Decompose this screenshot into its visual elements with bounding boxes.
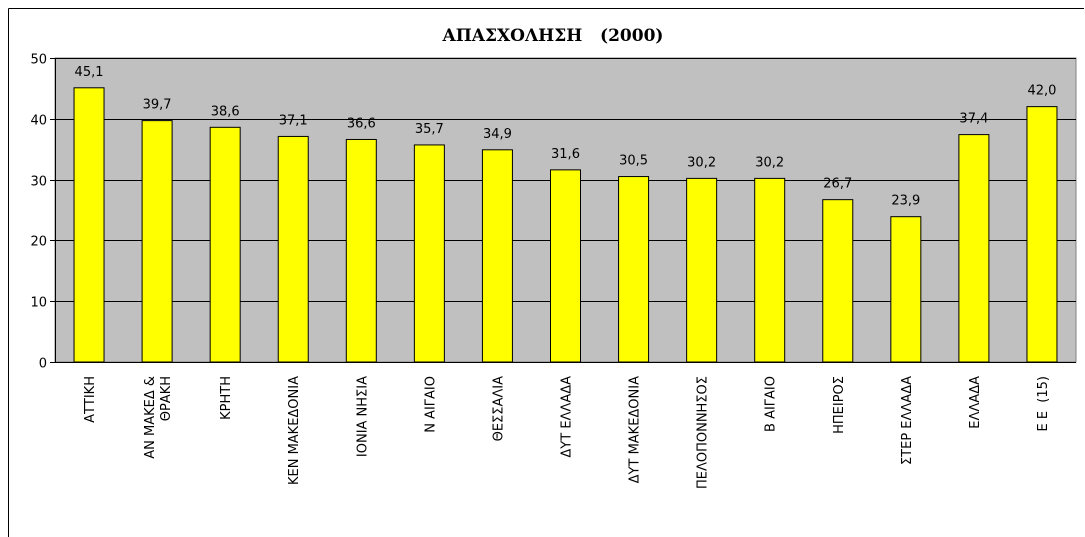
category-label: ΚΕΝ ΜΑΚΕΔΟΝΙΑ [287, 376, 302, 485]
data-labels: 45,1 39,7 38,6 37,1 36,6 35,7 34,9 31,6 30,5 30,2… [75, 65, 1057, 209]
data-label: 23,9 [891, 194, 920, 209]
category-label-line: Ν ΑΙΓΑΙΟ [423, 376, 438, 433]
category-label-line: ΘΕΣΣΑΛΙΑ [491, 376, 506, 441]
category-label: Ε Ε (15) [1036, 376, 1051, 432]
bar [1026, 106, 1058, 363]
bar [73, 87, 105, 363]
bars [73, 87, 1058, 363]
bar [481, 149, 513, 363]
data-label: 38,6 [211, 104, 240, 119]
category-label: Ν ΑΙΓΑΙΟ [423, 376, 438, 433]
category-label: ΚΡΗΤΗ [219, 376, 234, 420]
category-label: Β ΑΙΓΑΙΟ [764, 376, 779, 432]
y-tick-label: 20 [30, 235, 47, 250]
category-label-line: ΚΡΗΤΗ [219, 376, 234, 420]
data-label: 30,2 [687, 155, 716, 170]
category-label: ΗΠΕΙΡΟΣ [832, 376, 847, 434]
category-label: ΑΝ ΜΑΚΕΔ & ΘΡΑΚΗ [143, 376, 174, 459]
data-label: 31,6 [551, 147, 580, 162]
category-label-line: ΚΕΝ ΜΑΚΕΔΟΝΙΑ [287, 376, 302, 485]
bar [754, 177, 786, 363]
data-label: 34,9 [483, 127, 512, 142]
category-label-line: ΙΟΝΙΑ ΝΗΣΙΑ [355, 376, 370, 457]
category-label-line: ΗΠΕΙΡΟΣ [832, 376, 847, 434]
bar [618, 176, 650, 363]
bar [141, 120, 173, 363]
chart-title: ΑΠΑΣΧΟΛΗΣΗ (2000) [442, 26, 664, 46]
category-label: ΑΤΤΙΚΗ [83, 376, 98, 423]
category-label-line: Ε Ε (15) [1036, 376, 1051, 432]
data-label: 35,7 [415, 122, 444, 137]
y-tick-label: 0 [39, 357, 47, 372]
category-label-line: ΣΤΕΡ ΕΛΛΑΔΑ [900, 376, 915, 465]
category-label-line: ΘΡΑΚΗ [159, 376, 174, 421]
bar [822, 199, 854, 363]
data-label: 39,7 [143, 98, 172, 113]
bar [890, 216, 922, 363]
data-label: 30,2 [755, 155, 784, 170]
bar [209, 126, 241, 363]
category-label-line: Β ΑΙΓΑΙΟ [764, 376, 779, 432]
bar [686, 177, 718, 363]
data-label: 26,7 [823, 177, 852, 192]
y-tick-label: 40 [30, 114, 47, 129]
category-label: ΙΟΝΙΑ ΝΗΣΙΑ [355, 376, 370, 457]
y-tick-label: 30 [30, 175, 47, 190]
bar [550, 169, 581, 363]
data-label: 30,5 [619, 154, 648, 169]
data-label: 37,1 [279, 113, 308, 128]
category-label: ΔΥΤ ΕΛΛΑΔΑ [560, 376, 575, 458]
data-label: 36,6 [347, 116, 376, 131]
bar [277, 135, 309, 363]
category-label: ΕΛΛΑΔΑ [968, 376, 983, 429]
y-tick-label: 10 [30, 296, 47, 311]
category-label: ΠΕΛΟΠΟΝΝΗΣΟΣ [696, 376, 711, 489]
category-label-line: ΔΥΤ ΜΑΚΕΔΟΝΙΑ [628, 376, 643, 483]
category-label: ΘΕΣΣΑΛΙΑ [491, 376, 506, 441]
bar [413, 144, 445, 363]
category-label-line: ΑΝ ΜΑΚΕΔ & [143, 376, 158, 459]
data-label: 45,1 [75, 65, 104, 80]
category-label-line: ΕΛΛΑΔΑ [968, 376, 983, 429]
bar [345, 138, 377, 363]
bar [958, 134, 990, 363]
category-label-line: ΠΕΛΟΠΟΝΝΗΣΟΣ [696, 376, 711, 489]
category-label: ΣΤΕΡ ΕΛΛΑΔΑ [900, 376, 915, 465]
category-label-line: ΔΥΤ ΕΛΛΑΔΑ [560, 376, 575, 458]
y-tick-label: 50 [30, 53, 47, 68]
data-label: 37,4 [959, 112, 988, 127]
data-label: 42,0 [1027, 84, 1056, 99]
category-labels: ΑΤΤΙΚΗ ΑΝ ΜΑΚΕΔ & ΘΡΑΚΗ ΚΡΗΤΗ ΚΕΝ ΜΑΚΕΔΟΝΙΑ Ι… [83, 376, 1051, 489]
category-label-line: ΑΤΤΙΚΗ [83, 376, 98, 423]
category-label: ΔΥΤ ΜΑΚΕΔΟΝΙΑ [628, 376, 643, 483]
